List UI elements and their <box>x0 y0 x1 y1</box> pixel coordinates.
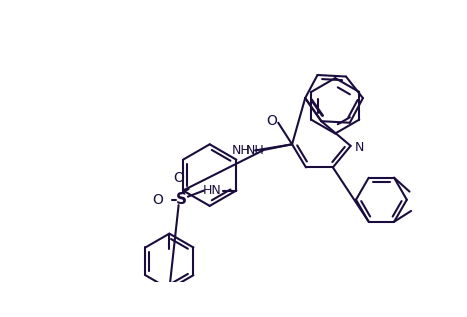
Text: N: N <box>354 141 364 154</box>
Text: NH: NH <box>232 144 251 157</box>
Text: O: O <box>152 193 163 207</box>
Text: HN: HN <box>202 184 221 197</box>
Text: O: O <box>173 171 184 185</box>
Text: S: S <box>176 192 186 207</box>
Text: NH: NH <box>246 144 264 157</box>
Text: O: O <box>267 114 277 128</box>
